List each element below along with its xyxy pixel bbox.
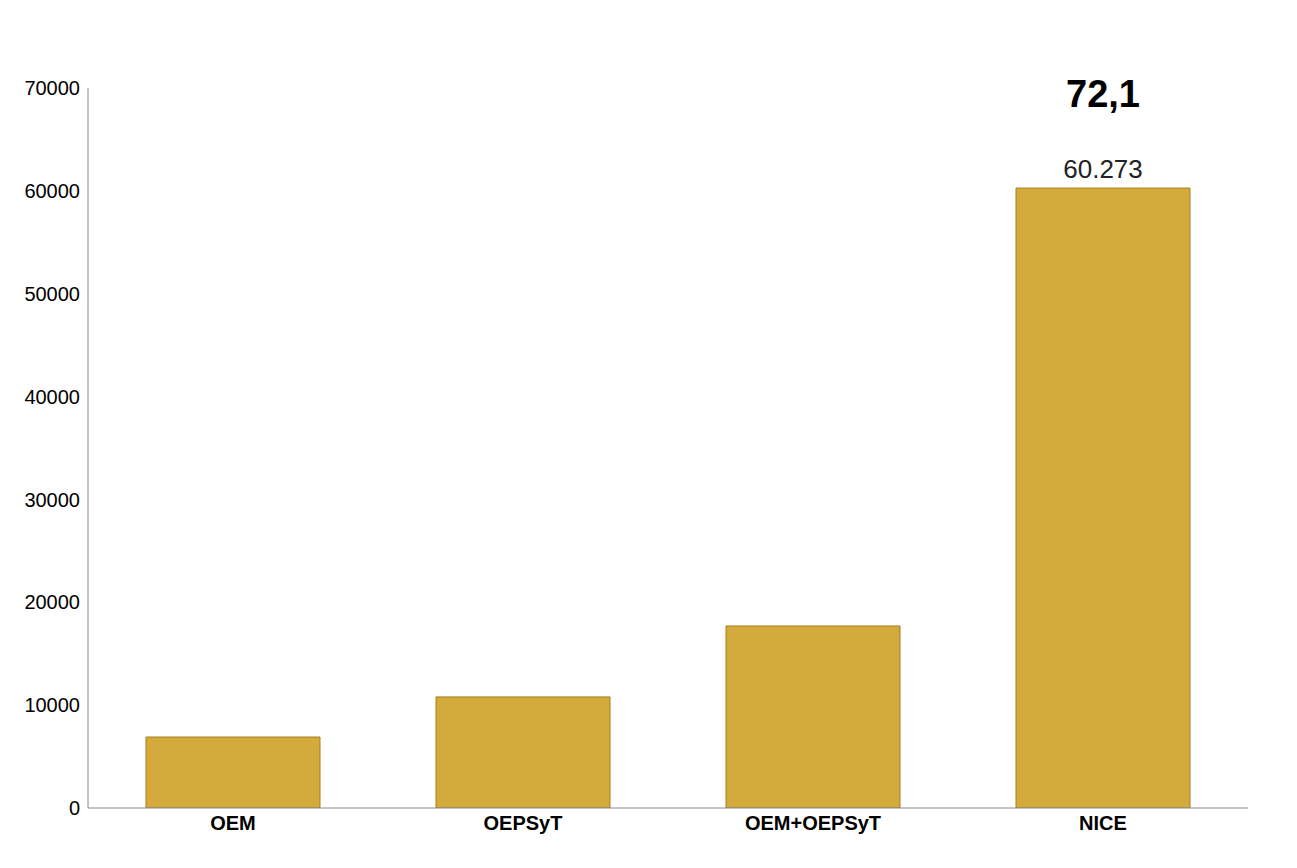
svg-text:60.273: 60.273 [1063, 154, 1143, 184]
html-text:72,1: 72,1 [1066, 73, 1140, 115]
svg-text:50000: 50000 [24, 283, 80, 305]
svg-text:40000: 40000 [24, 386, 80, 408]
svg-text:10000: 10000 [24, 694, 80, 716]
svg-text:NICE: NICE [1079, 812, 1127, 834]
svg-text:20000: 20000 [24, 591, 80, 613]
svg-text:OEM+OEPSyT: OEM+OEPSyT [745, 812, 881, 834]
svg-text:OEM: OEM [210, 812, 256, 834]
svg-text:60000: 60000 [24, 180, 80, 202]
svg-text:30000: 30000 [24, 489, 80, 511]
svg-text:70000: 70000 [24, 77, 80, 99]
svg-text:OEPSyT: OEPSyT [484, 812, 563, 834]
svg-text:0: 0 [69, 797, 80, 819]
